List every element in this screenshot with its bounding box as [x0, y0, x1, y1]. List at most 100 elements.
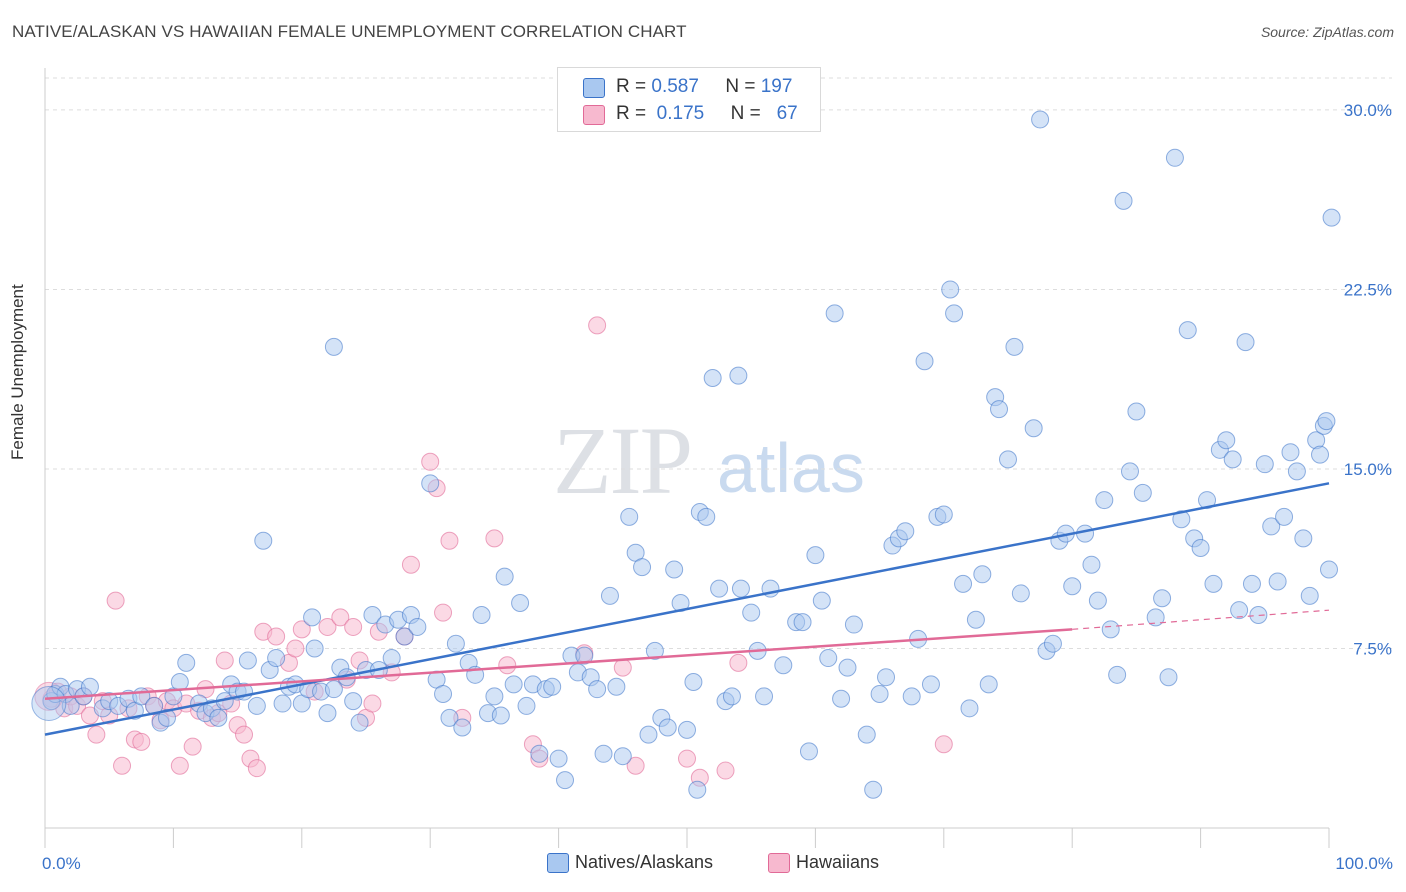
natives-point: [1165, 148, 1184, 167]
natives-point: [819, 649, 838, 668]
natives-point: [678, 720, 696, 739]
natives-point: [838, 658, 857, 677]
natives-point: [1172, 510, 1191, 529]
hawaiians-point: [434, 603, 453, 622]
bottom-legend-hawaiians-label: Hawaiians: [796, 852, 880, 872]
natives-point: [902, 687, 921, 706]
chart-title: NATIVE/ALASKAN VS HAWAIIAN FEMALE UNEMPL…: [12, 22, 687, 41]
natives-point: [1300, 586, 1319, 605]
natives-point: [960, 699, 979, 718]
trend-lines: [44, 482, 1330, 736]
natives-point: [731, 579, 750, 598]
natives-point: [303, 608, 322, 627]
hawaiians-point: [132, 732, 151, 751]
hawaiians-point: [170, 756, 189, 775]
natives-point: [857, 725, 876, 744]
natives-point: [742, 603, 761, 622]
natives-point: [1294, 529, 1313, 548]
natives-point: [556, 771, 575, 790]
natives-point: [799, 742, 818, 761]
natives-point: [382, 649, 401, 668]
natives-point: [254, 531, 273, 550]
natives-point: [710, 579, 729, 598]
natives-point: [1317, 412, 1336, 431]
y-tick-label: 30.0%: [1344, 101, 1392, 120]
legend-n-value: 197: [760, 76, 793, 97]
natives-point: [613, 747, 632, 766]
natives-point: [446, 634, 465, 653]
natives-point: [1101, 620, 1120, 639]
natives-point: [1076, 524, 1095, 543]
bottom-swatch-hawaiians: [768, 853, 790, 873]
natives-point: [1146, 608, 1165, 627]
hawaiians-point: [292, 620, 311, 639]
natives-point: [344, 692, 363, 711]
natives-point: [170, 672, 189, 691]
natives-point: [688, 780, 707, 799]
natives-points: [31, 110, 1341, 799]
y-axis-label: Female Unemployment: [8, 284, 27, 460]
hawaiians-point: [401, 555, 420, 574]
natives-point: [273, 694, 292, 713]
legend-r-value: 0.587: [651, 76, 699, 97]
natives-point: [395, 627, 414, 646]
natives-point: [1153, 589, 1172, 608]
natives-point: [877, 668, 896, 687]
natives-point: [453, 718, 472, 737]
hawaiians-point: [113, 756, 132, 775]
natives-point: [1281, 443, 1300, 462]
hawaiians-point: [626, 756, 645, 775]
natives-point: [363, 605, 382, 624]
natives-point: [825, 304, 844, 323]
natives-point: [941, 280, 960, 299]
natives-point: [934, 505, 953, 524]
natives-point: [1242, 574, 1261, 593]
natives-point: [324, 680, 343, 699]
natives-point: [1011, 584, 1030, 603]
hawaiians-point: [215, 651, 234, 670]
natives-point: [697, 507, 716, 526]
natives-point: [774, 656, 793, 675]
hawaiians-trend-extension: [1072, 609, 1330, 630]
legend-r-label: R =: [616, 76, 647, 97]
y-tick-label: 22.5%: [1344, 280, 1392, 299]
watermark-atlas: atlas: [717, 429, 865, 507]
natives-point: [844, 615, 863, 634]
natives-point: [517, 696, 536, 715]
natives-point: [1108, 665, 1127, 684]
natives-point: [472, 605, 491, 624]
hawaiians-point: [934, 735, 953, 754]
natives-point: [1088, 591, 1107, 610]
natives-point: [1262, 517, 1281, 536]
natives-point: [1287, 462, 1306, 481]
correlation-legend: R = 0.587 N = 197 R = 0.175 N = 67: [557, 67, 821, 132]
natives-point: [504, 675, 523, 694]
natives-point: [1120, 462, 1139, 481]
hawaiians-point: [716, 761, 735, 780]
natives-point: [543, 677, 562, 696]
hawaiians-point: [421, 452, 440, 471]
natives-point: [350, 713, 369, 732]
natives-point: [1024, 419, 1043, 438]
natives-point: [1095, 491, 1114, 510]
hawaiians-point: [363, 694, 382, 713]
hawaiians-point: [106, 591, 125, 610]
y-tick-label: 7.5%: [1353, 639, 1392, 658]
legend-r-value: 0.175: [656, 103, 705, 124]
natives-point: [633, 558, 652, 577]
hawaiians-point: [267, 627, 286, 646]
hawaiians-point: [247, 759, 266, 778]
hawaiians-point: [318, 617, 337, 636]
natives-point: [793, 613, 812, 632]
natives-point: [1043, 634, 1062, 653]
x-tick-label: 0.0%: [42, 854, 81, 873]
natives-point: [1198, 491, 1217, 510]
natives-point: [722, 687, 741, 706]
natives-point: [812, 591, 831, 610]
natives-point: [806, 546, 825, 565]
natives-point: [896, 522, 915, 541]
hawaiians-point: [183, 737, 202, 756]
natives-point: [324, 337, 343, 356]
natives-point: [755, 687, 774, 706]
natives-point: [979, 675, 998, 694]
